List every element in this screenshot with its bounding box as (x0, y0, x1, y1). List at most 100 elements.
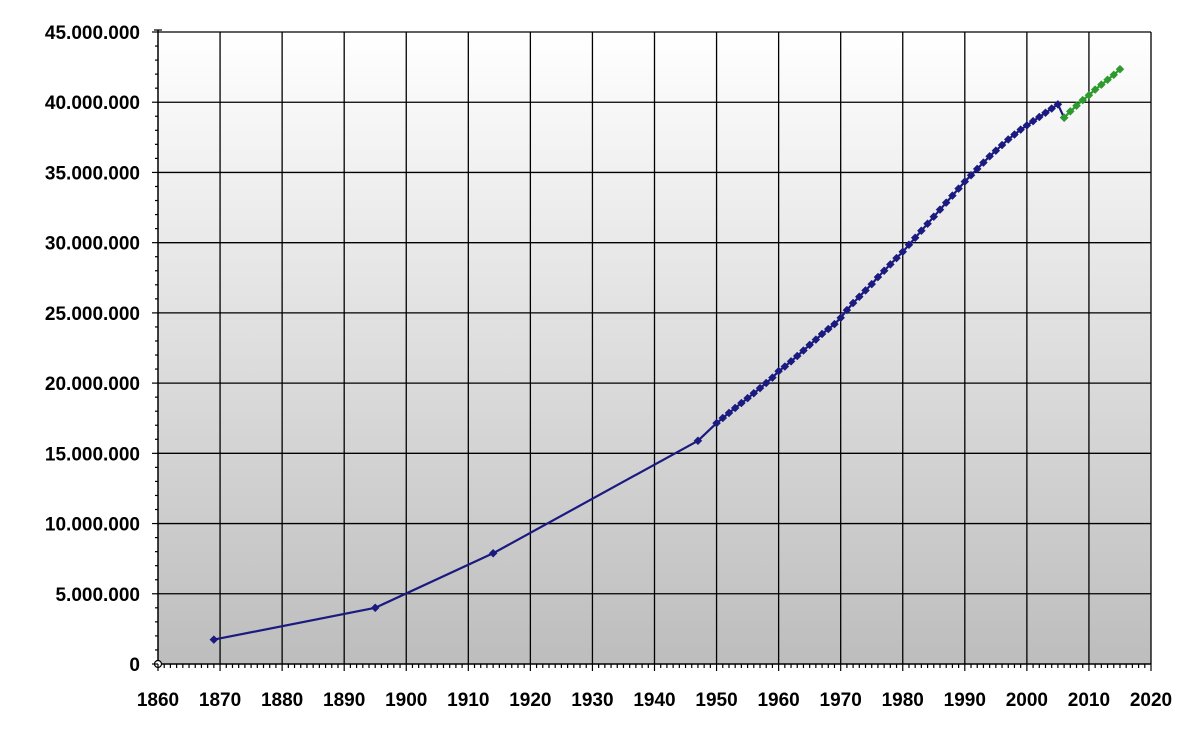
gridlines (158, 31, 1152, 664)
data-point (786, 356, 796, 366)
data-point (799, 346, 808, 355)
data-point (761, 378, 771, 388)
data-point (1084, 90, 1094, 100)
x-tick-label: 1870 (199, 690, 241, 711)
data-point (755, 383, 765, 393)
x-tick-label: 1950 (695, 690, 737, 711)
x-tick-label: 1920 (509, 690, 551, 711)
data-point (774, 366, 783, 376)
data-point (935, 205, 945, 215)
data-point (954, 184, 963, 193)
data-point (1016, 125, 1026, 134)
data-point (836, 313, 846, 323)
data-point (1115, 64, 1125, 74)
data-point (1065, 106, 1075, 116)
data-point (910, 233, 920, 243)
data-point (898, 247, 908, 257)
data-point (861, 286, 870, 295)
data-point (743, 393, 752, 403)
x-tick-label: 1890 (323, 690, 365, 711)
data-point (718, 413, 728, 423)
y-tick-label: 25.000.000 (45, 304, 140, 325)
data-point (991, 146, 1001, 156)
series-line-1 (1063, 68, 1121, 119)
data-point (724, 408, 734, 418)
data-point (985, 151, 994, 161)
x-tick-label: 1900 (385, 690, 427, 711)
data-point (1072, 101, 1081, 111)
x-tick-label: 2020 (1130, 690, 1172, 711)
data-point (873, 272, 883, 282)
data-point (488, 548, 498, 558)
data-point (929, 212, 939, 222)
data-point (923, 219, 932, 229)
data-point (730, 403, 740, 413)
y-tick-label: 20.000.000 (45, 374, 140, 395)
data-point (941, 198, 951, 207)
data-point (1096, 80, 1106, 90)
y-tick-label: 15.000.000 (45, 444, 140, 465)
data-point (1047, 104, 1057, 113)
data-point (805, 340, 815, 350)
data-point (1028, 116, 1038, 126)
data-point (1053, 99, 1063, 109)
data-point (1003, 135, 1013, 144)
x-tick-label: 2010 (1068, 690, 1110, 711)
y-tick-label: 10.000.000 (45, 515, 140, 536)
x-tick-label: 1930 (571, 690, 613, 711)
data-point (885, 260, 895, 269)
data-point (948, 191, 957, 200)
x-tick-label: 2000 (1006, 690, 1048, 711)
y-tick-label: 40.000.000 (45, 93, 140, 114)
data-point (966, 170, 976, 180)
data-point (892, 253, 901, 263)
data-point (823, 324, 833, 334)
x-tick-label: 1880 (261, 690, 303, 711)
data-point (209, 635, 219, 644)
data-point (780, 362, 790, 371)
data-point (1103, 75, 1112, 85)
x-tick-label: 1860 (137, 690, 179, 711)
data-point (693, 436, 703, 446)
data-point (1109, 70, 1119, 80)
x-tick-label: 1970 (820, 690, 862, 711)
x-tick-label: 1990 (944, 690, 986, 711)
data-point (997, 140, 1007, 150)
data-point (712, 418, 721, 428)
data-point (879, 266, 889, 276)
data-point (370, 603, 380, 613)
axes (152, 29, 1152, 671)
data-point (1010, 130, 1019, 139)
data-point (867, 279, 877, 289)
data-point (854, 292, 864, 302)
x-tick-label: 1960 (757, 690, 799, 711)
data-point (830, 319, 839, 329)
y-tick-label: 0 (129, 655, 140, 676)
data-point (1059, 113, 1069, 123)
series-group (209, 64, 1125, 644)
data-point (972, 164, 982, 174)
data-point (792, 351, 802, 361)
data-point (1022, 121, 1032, 130)
x-tick-label: 1940 (633, 690, 675, 711)
tick-labels: 1860 1870 1880 1890 1900 1910 1920 1930 1940 1950… (45, 23, 1172, 711)
data-point (817, 329, 827, 339)
data-point (1090, 85, 1100, 94)
data-point (749, 388, 759, 398)
data-point (848, 298, 858, 308)
y-tick-label: 45.000.000 (45, 23, 140, 44)
y-tick-label: 35.000.000 (45, 163, 140, 184)
y-tick-label: 30.000.000 (45, 234, 140, 255)
x-tick-label: 1910 (447, 690, 489, 711)
y-tick-label: 5.000.000 (55, 585, 140, 606)
data-point (1034, 112, 1044, 122)
data-point (960, 177, 970, 186)
data-point (768, 373, 777, 382)
data-point (1078, 95, 1088, 105)
data-point (842, 305, 852, 315)
data-point (737, 398, 746, 408)
data-point (979, 158, 988, 167)
data-point (904, 240, 914, 250)
data-point (811, 335, 821, 344)
